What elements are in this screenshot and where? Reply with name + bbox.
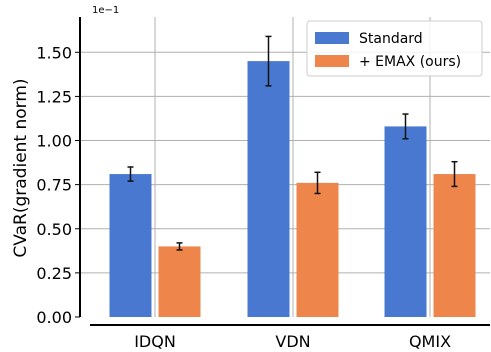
- axes-layer: 0.00 0.25 0.50 0.75 1.00 1.25 1.50 IDQN VDN QMIX: [36, 17, 490, 351]
- y-tick-label: 1.50: [36, 43, 72, 62]
- y-tick-label: 0.00: [36, 308, 72, 327]
- y-tick-label: 1.00: [36, 132, 72, 151]
- error-bar: [176, 242, 183, 251]
- y-tick-label: 0.50: [36, 220, 72, 239]
- error-bar: [127, 166, 134, 182]
- y-scale-label: 1e−1: [92, 5, 119, 16]
- bar-emax-qmix: [433, 174, 476, 317]
- bar-standard-idqn: [109, 174, 152, 317]
- bar-standard-vdn: [247, 61, 290, 317]
- x-tick-label-idqn: IDQN: [134, 332, 176, 351]
- legend-box: [306, 20, 483, 77]
- legend-swatch-standard: [315, 32, 349, 44]
- bar-standard-qmix: [384, 126, 427, 317]
- error-bar: [265, 35, 272, 87]
- x-tick-label-qmix: QMIX: [409, 332, 451, 351]
- y-axis-label: CVaR(gradient norm): [11, 78, 31, 257]
- legend-swatch-emax: [315, 55, 349, 67]
- error-bar: [451, 160, 458, 188]
- bars-layer: [109, 61, 476, 317]
- y-tick-label: 1.25: [36, 87, 72, 106]
- bar-emax-vdn: [296, 182, 339, 317]
- error-bar: [402, 113, 409, 140]
- error-bars-layer: [127, 35, 458, 251]
- bar-emax-idqn: [158, 246, 201, 317]
- legend: Standard + EMAX (ours): [306, 20, 483, 77]
- legend-label-emax: + EMAX (ours): [359, 54, 461, 70]
- y-tick-label: 0.75: [36, 176, 72, 195]
- y-tick-label: 0.25: [36, 264, 72, 283]
- legend-label-standard: Standard: [359, 31, 423, 47]
- x-tick-label-vdn: VDN: [275, 332, 310, 351]
- error-bar: [314, 171, 321, 195]
